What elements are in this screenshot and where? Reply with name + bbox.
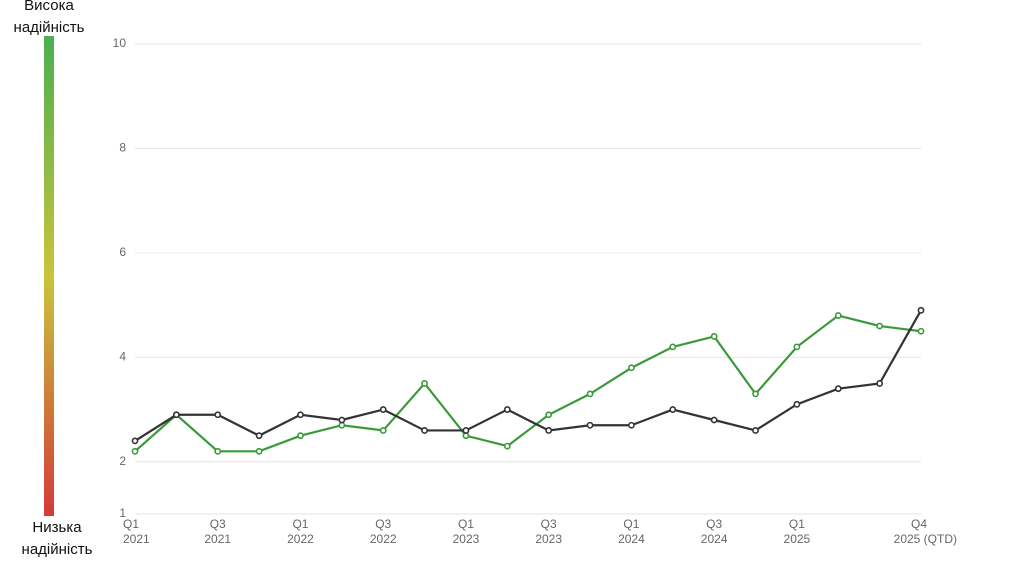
y-tick-label: 8 <box>119 141 126 155</box>
x-tick-label: 2023 <box>535 532 562 546</box>
data-point <box>297 411 304 419</box>
x-tick-label: 2024 <box>701 532 728 546</box>
data-point <box>214 447 222 455</box>
data-point <box>834 385 842 393</box>
data-point <box>379 406 387 413</box>
x-tick-label: Q3 <box>210 517 226 531</box>
x-tick-label: 2022 <box>287 532 314 546</box>
data-point <box>503 442 511 450</box>
data-point <box>876 380 884 387</box>
y-tick-label: 10 <box>113 36 127 50</box>
data-point <box>421 380 428 387</box>
data-point <box>338 421 346 429</box>
y-tick-label: 6 <box>119 245 126 259</box>
scale-top-label: Висока <box>24 0 74 14</box>
data-point <box>545 411 553 419</box>
x-tick-label: Q1 <box>458 517 474 531</box>
scale-bottom-label: надійність <box>22 541 93 558</box>
scale-bottom-label: Низька <box>32 519 82 536</box>
data-point <box>462 427 470 434</box>
confidence-scale <box>44 36 54 516</box>
x-tick-label: 2025 (QTD) <box>894 532 957 546</box>
data-point <box>710 333 718 340</box>
y-tick-label: 2 <box>119 454 126 468</box>
data-point <box>876 322 884 330</box>
x-tick-label: Q3 <box>375 517 391 531</box>
x-tick-label: Q1 <box>623 517 639 531</box>
x-tick-label: 2022 <box>370 532 397 546</box>
data-point <box>793 343 801 351</box>
x-tick-label: 2024 <box>618 532 645 546</box>
data-point <box>255 432 263 440</box>
x-tick-label: Q3 <box>541 517 557 531</box>
data-point <box>917 306 925 314</box>
data-point <box>379 427 387 434</box>
data-point <box>752 390 759 398</box>
data-point <box>545 427 553 434</box>
data-point <box>172 411 180 419</box>
scale-top-label: надійність <box>14 19 85 36</box>
y-tick-label: 1 <box>119 506 126 520</box>
data-point <box>628 421 635 429</box>
x-tick-label: 2021 <box>123 532 150 546</box>
series-line <box>134 309 922 442</box>
x-tick-label: 2023 <box>453 532 480 546</box>
y-tick-label: 4 <box>119 350 126 364</box>
data-point <box>752 427 759 434</box>
data-point <box>214 411 222 419</box>
data-point <box>669 343 677 351</box>
x-tick-label: Q3 <box>706 517 722 531</box>
data-point <box>421 427 428 434</box>
data-point <box>503 406 511 413</box>
x-tick-label: Q1 <box>123 517 139 531</box>
data-point <box>131 447 139 455</box>
data-point <box>586 421 594 429</box>
data-point <box>255 447 263 455</box>
data-point <box>669 406 677 413</box>
data-point <box>586 390 594 398</box>
x-tick-label: 2025 <box>784 532 811 546</box>
data-point <box>917 327 925 335</box>
data-point <box>462 432 470 440</box>
data-point <box>338 416 346 424</box>
x-tick-label: 2021 <box>204 532 231 546</box>
series-line <box>134 314 922 453</box>
data-point <box>793 400 801 408</box>
data-point <box>297 432 304 440</box>
data-point <box>710 416 718 424</box>
data-point <box>628 364 635 372</box>
x-tick-label: Q1 <box>789 517 805 531</box>
x-tick-label: Q4 <box>911 517 927 531</box>
x-tick-label: Q1 <box>292 517 308 531</box>
data-point <box>834 312 842 319</box>
data-point <box>131 437 139 445</box>
